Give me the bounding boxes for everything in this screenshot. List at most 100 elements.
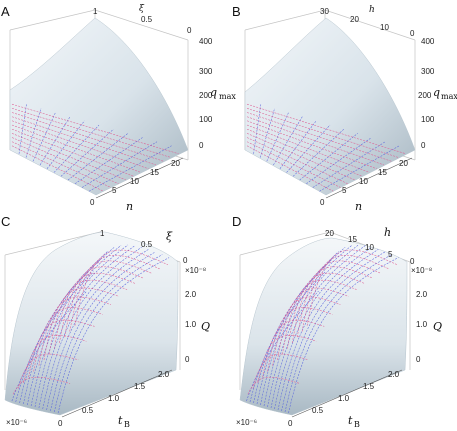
- y-tick-label: 0: [410, 257, 415, 266]
- mesh-line: [287, 272, 365, 349]
- x-tick-label: 15: [150, 168, 159, 177]
- x-axis-label: n: [355, 200, 362, 213]
- panel-label-d: D: [232, 214, 241, 229]
- y-axis-label: ξ: [166, 230, 173, 243]
- mesh-line: [246, 103, 406, 155]
- x-tick-label: 5: [112, 186, 117, 195]
- z-tick-label: 400: [421, 37, 435, 46]
- panel-label-a: A: [1, 4, 10, 19]
- x-axis-label: n: [126, 200, 133, 213]
- y-tick-label: 0.5: [141, 240, 153, 249]
- x-axis-a: [95, 157, 184, 199]
- y-tick-label: 0: [410, 29, 415, 38]
- panel-b: B 0 5 10 15 20 n 30 20 10 0 h 400 300 20…: [232, 4, 457, 213]
- mesh-line: [282, 279, 357, 355]
- mesh-line: [88, 145, 172, 192]
- z-tick-label: 300: [199, 67, 213, 76]
- x-tick-label: 0.5: [82, 406, 94, 415]
- y-tick-label: 5: [388, 250, 393, 259]
- x-axis-c: [61, 369, 173, 418]
- mesh-line: [74, 249, 169, 326]
- z-tick-label: 2.0: [416, 290, 428, 299]
- z-tick-label: 0: [416, 355, 421, 364]
- y-tick-label: 15: [348, 235, 357, 244]
- mesh-line: [69, 255, 160, 332]
- surface-a: [9, 17, 189, 196]
- mesh-line: [11, 141, 112, 188]
- z-axis-label: q: [210, 86, 217, 99]
- x-tick-label: 10: [130, 177, 139, 186]
- x-tick-label: 20: [399, 159, 408, 168]
- y-tick-label: 0.5: [141, 15, 153, 24]
- z-tick-label: 200: [199, 91, 213, 100]
- mesh-line: [18, 353, 79, 389]
- mesh-line: [272, 296, 341, 366]
- x-tick-label: 0: [288, 419, 293, 428]
- mesh-line: [257, 335, 317, 383]
- y-tick-label: 1: [100, 229, 105, 238]
- y-tick-label: 0: [183, 256, 188, 265]
- x-tick-label: 0: [90, 198, 95, 207]
- y-tick-label: 1: [93, 7, 98, 16]
- z-multiplier: ×10⁻⁸: [185, 266, 206, 275]
- x-tick-label: 2.0: [158, 370, 170, 379]
- mesh-line: [246, 145, 334, 192]
- z-tick-label: 200: [418, 91, 432, 100]
- mesh-line: [48, 279, 128, 355]
- mesh-line: [11, 145, 104, 192]
- x-tick-label: 5: [342, 186, 347, 195]
- mesh-line: [277, 287, 349, 361]
- x-tick-label: 0.5: [312, 406, 324, 415]
- y-tick-label: 10: [380, 23, 389, 32]
- mesh-line: [306, 249, 398, 326]
- y-tick-label: 10: [365, 243, 374, 252]
- mesh-line: [246, 141, 341, 188]
- mesh-line: [246, 124, 370, 173]
- mesh-line: [246, 120, 377, 170]
- x-multiplier: ×10⁻⁶: [6, 418, 27, 427]
- z-axis-label: Q: [201, 320, 210, 333]
- y-axis-label: h: [384, 226, 391, 239]
- mesh-line: [262, 319, 325, 378]
- panel-label-c: C: [1, 214, 10, 229]
- mesh-line: [246, 116, 385, 166]
- mesh-line: [64, 260, 152, 338]
- z-tick-label: 2.0: [185, 290, 197, 299]
- mesh-line: [23, 335, 87, 383]
- y-tick-label: 20: [325, 229, 334, 238]
- x-tick-label: 1.0: [108, 394, 120, 403]
- y-tick-label: 0: [187, 26, 192, 35]
- mesh-line: [15, 271, 94, 403]
- mesh-line: [28, 319, 95, 378]
- z-axis-label-subscript: max: [441, 92, 457, 101]
- mesh-line: [284, 254, 392, 413]
- mesh-line: [319, 145, 400, 192]
- x-multiplier: ×10⁻⁶: [236, 418, 257, 427]
- mesh-line: [246, 133, 356, 181]
- mesh-line: [38, 245, 136, 409]
- z-tick-label: 0: [421, 141, 426, 150]
- y-tick-label: 20: [350, 15, 359, 24]
- mesh-line: [11, 133, 127, 181]
- x-tick-label: 1.0: [338, 394, 350, 403]
- panel-a: A 0 5 10 15 20 n 1 0.5 0 ξ 400 300 200 1…: [1, 4, 236, 213]
- panel-label-b: B: [232, 4, 241, 19]
- mesh-line: [11, 120, 149, 170]
- mesh-line: [33, 307, 103, 372]
- z-axis-label: Q: [433, 320, 442, 333]
- mesh-line: [247, 376, 301, 395]
- z-tick-label: 400: [199, 37, 213, 46]
- surface-b: [244, 17, 416, 196]
- surface-grid-b: [246, 103, 406, 192]
- mesh-line: [11, 112, 164, 162]
- mesh-line: [12, 376, 71, 395]
- x-tick-label: 10: [359, 177, 368, 186]
- mesh-line: [270, 245, 366, 409]
- x-tick-label: 1.5: [134, 382, 146, 391]
- y-axis-label: ξ: [139, 4, 145, 14]
- x-axis-label-subscript: B: [354, 420, 360, 429]
- surface-grid-a: [11, 103, 179, 192]
- panel-d: D 0 0.5 1.0 1.5 2.0 ×10⁻⁶ t B 20 15 10 5…: [232, 214, 442, 429]
- x-tick-label: 15: [378, 168, 387, 177]
